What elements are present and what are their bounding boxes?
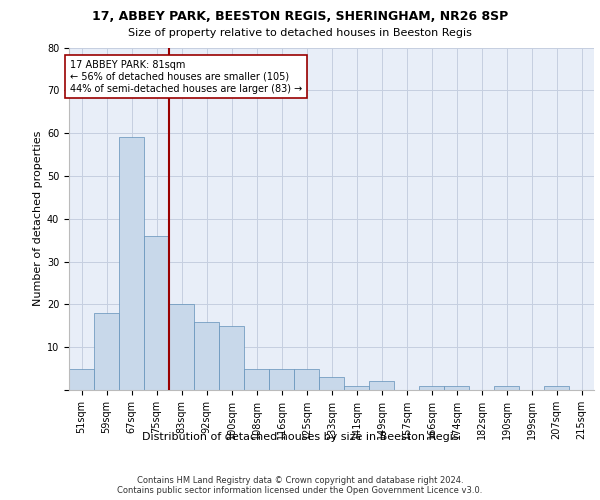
Text: 17, ABBEY PARK, BEESTON REGIS, SHERINGHAM, NR26 8SP: 17, ABBEY PARK, BEESTON REGIS, SHERINGHA… [92,10,508,23]
Bar [444,386,469,390]
Bar [369,382,394,390]
Bar [169,304,194,390]
Bar [319,377,344,390]
Bar [294,368,319,390]
Text: Contains HM Land Registry data © Crown copyright and database right 2024.
Contai: Contains HM Land Registry data © Crown c… [118,476,482,496]
Bar [244,368,269,390]
Bar [119,138,144,390]
Bar [344,386,369,390]
Bar [69,368,94,390]
Bar [269,368,294,390]
Bar [494,386,519,390]
Bar [544,386,569,390]
Bar [219,326,244,390]
Text: Size of property relative to detached houses in Beeston Regis: Size of property relative to detached ho… [128,28,472,38]
Y-axis label: Number of detached properties: Number of detached properties [33,131,43,306]
Bar [194,322,219,390]
Bar [144,236,169,390]
Bar [94,313,119,390]
Bar [419,386,444,390]
Text: 17 ABBEY PARK: 81sqm
← 56% of detached houses are smaller (105)
44% of semi-deta: 17 ABBEY PARK: 81sqm ← 56% of detached h… [70,60,302,94]
Text: Distribution of detached houses by size in Beeston Regis: Distribution of detached houses by size … [142,432,458,442]
